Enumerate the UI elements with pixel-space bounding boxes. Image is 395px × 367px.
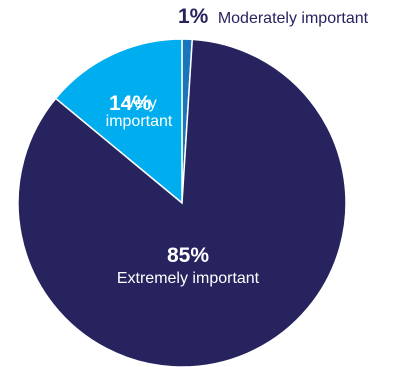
slice-text-very-important-line-1: Very: [125, 95, 157, 112]
pie-slices: [17, 38, 347, 367]
slice-percent-very-important: 14%: [109, 92, 151, 115]
slice-label-moderately-important: 1% Moderately important: [178, 5, 369, 28]
slice-text-moderately-important: Moderately important: [218, 10, 369, 27]
pie-slice-very-important: [54, 38, 183, 205]
pie-slice-extremely-important: [17, 38, 347, 367]
slice-text-extremely-important: Extremely important: [117, 270, 260, 287]
slice-percent-extremely-important: 85%: [167, 244, 209, 267]
slice-percent-moderately-important: 1%: [178, 5, 209, 28]
slice-text-very-important-line-2: important: [106, 113, 173, 130]
slice-text-very-important: Very important: [106, 95, 173, 130]
